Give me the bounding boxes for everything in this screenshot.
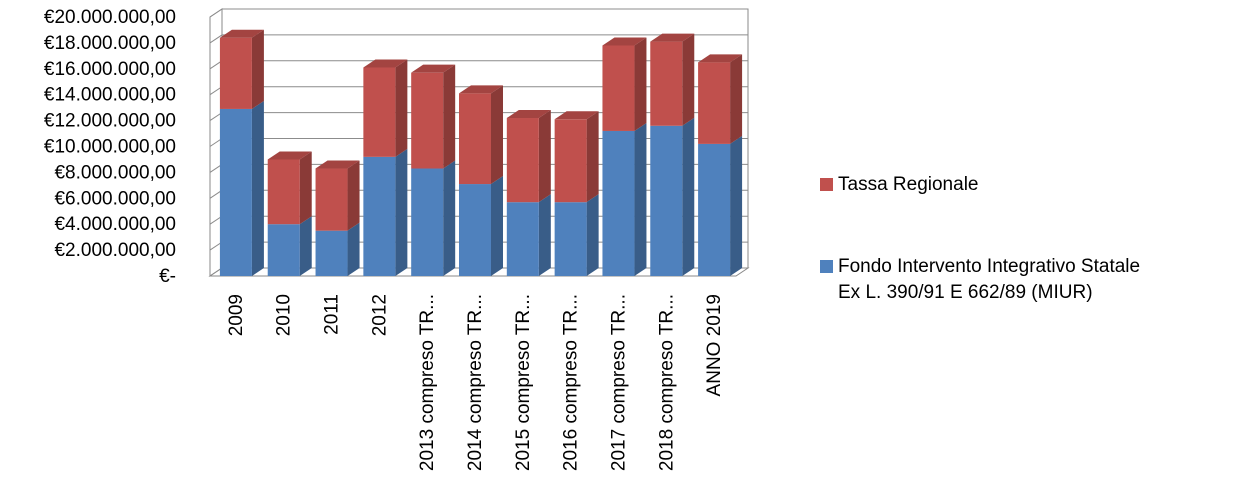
bar-side [443,161,455,276]
y-tick-label: €8.000.000,00 [54,162,176,183]
bar-front [316,231,348,276]
bar-front [411,169,443,276]
legend-item: Tassa Regionale [820,174,978,195]
x-tick-label: 2018 compreso TR... [656,294,677,471]
legend-label: Ex L. 390/91 E 662/89 (MIUR) [838,282,1093,303]
bar-segment-tassa [555,111,599,202]
legend-swatch [820,178,833,191]
bar-side [300,216,312,276]
bar-front [268,224,300,276]
bar-segment-tassa [268,151,312,224]
y-tick-label: €10.000.000,00 [44,137,176,158]
y-tick-label: €4.000.000,00 [54,214,176,235]
x-tick-label: ANNO 2019 [704,294,725,396]
bar-segment-tassa [459,85,503,184]
legend-label: Tassa Regionale [838,174,978,195]
bar-segment-fondo [507,194,551,276]
bar-side [395,149,407,276]
bar-front [555,119,587,202]
bar-side [587,194,599,276]
x-tick-label: 2017 compreso TR... [608,294,629,471]
bar-side [587,111,599,202]
bar-segment-tassa [363,60,407,157]
bar-side [682,118,694,276]
bar-front [602,45,634,130]
x-tick-label: 2015 compreso TR... [513,294,534,471]
legend-label: Fondo Intervento Integrativo Statale [838,256,1140,277]
bar-segment-fondo [650,118,694,276]
bar-front [220,109,252,276]
bar-side [300,151,312,224]
bar-segment-tassa [316,161,360,231]
bar-segment-fondo [698,136,742,276]
bar-segment-fondo [268,216,312,276]
bar-segment-tassa [698,54,742,144]
bar-front [459,93,491,184]
bar-side [730,136,742,276]
bar-front [220,38,252,109]
bar-front [698,62,730,144]
y-tick-label: €12.000.000,00 [44,111,176,132]
bar-front [459,184,491,276]
bar-segment-fondo [363,149,407,276]
x-tick-label: 2014 compreso TR... [465,294,486,471]
x-tick-label: 2010 [274,294,295,336]
bar-front [363,157,395,276]
bar-segment-fondo [459,176,503,276]
legend-swatch [820,260,833,273]
bar-side [634,37,646,130]
bar-front [555,202,587,276]
bar-front [411,73,443,169]
bar-side [252,30,264,109]
bar-side [348,161,360,231]
bar-side [682,34,694,126]
bar-side [730,54,742,144]
bar-segment-tassa [650,34,694,126]
bar-segment-fondo [602,123,646,276]
bar-front [268,159,300,224]
x-tick-label: 2012 [369,294,390,336]
bar-side [634,123,646,276]
y-tick-label: €6.000.000,00 [54,188,176,209]
bar-front [698,144,730,276]
bar-segment-fondo [555,194,599,276]
x-tick-label: 2013 compreso TR... [417,294,438,471]
bar-segment-tassa [602,37,646,130]
bar-segment-tassa [507,110,551,202]
bar-segment-tassa [411,65,455,169]
x-tick-label: 2011 [322,294,343,335]
bar-side [491,85,503,184]
bar-segment-tassa [220,30,264,109]
bar-side [395,60,407,157]
y-tick-label: €14.000.000,00 [44,85,176,106]
bar-front [650,42,682,126]
y-tick-label: €- [159,266,176,287]
legend-item: Fondo Intervento Integrativo Statale Ex L… [820,256,1140,303]
y-tick-label: €18.000.000,00 [44,33,176,54]
y-tick-label: €2.000.000,00 [54,240,176,261]
bar-front [507,118,539,202]
y-tick-label: €16.000.000,00 [44,59,176,80]
y-tick-label: €20.000.000,00 [44,7,176,28]
x-tick-label: 2009 [226,294,247,336]
bar-front [363,68,395,157]
x-tick-label: 2016 compreso TR... [561,294,582,471]
bar-front [602,131,634,276]
bar-side [539,194,551,276]
bar-side [539,110,551,202]
bar-front [507,202,539,276]
bar-side [443,65,455,169]
bar-side [252,101,264,276]
bar-segment-fondo [411,161,455,276]
bar-front [316,169,348,231]
bar-front [650,126,682,276]
bar-segment-fondo [220,101,264,276]
bar-side [491,176,503,276]
bar-side [348,223,360,276]
